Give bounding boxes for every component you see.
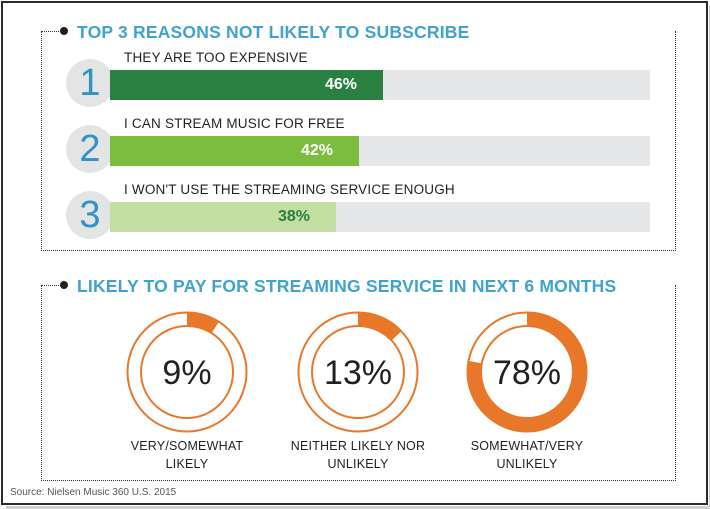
section1-box bbox=[41, 31, 676, 251]
donut-category-label-2: NEITHER LIKELY NOR UNLIKELY bbox=[263, 437, 453, 473]
section1-title: TOP 3 REASONS NOT LIKELY TO SUBSCRIBE bbox=[77, 22, 470, 42]
donut-category-label-1: VERY/SOMEWHAT LIKELY bbox=[92, 437, 282, 473]
donut-hole-3 bbox=[480, 325, 574, 419]
donut-value-label-3: 78% bbox=[493, 354, 561, 392]
section2-bullet bbox=[60, 281, 68, 289]
bar-value-label-1: 46% bbox=[325, 76, 358, 93]
donut-value-label-1: 9% bbox=[162, 354, 211, 392]
donut-category-label-line: UNLIKELY bbox=[496, 457, 558, 471]
section1-bullet bbox=[60, 27, 68, 35]
donut-category-label-3: SOMEWHAT/VERY UNLIKELY bbox=[432, 437, 622, 473]
donut-category-label-line: NEITHER LIKELY NOR bbox=[290, 439, 426, 453]
donut-hole-2 bbox=[311, 325, 405, 419]
bar-track-1: 46% bbox=[110, 70, 650, 100]
donut-category-label-line: LIKELY bbox=[165, 457, 209, 471]
donut-value-label-2: 13% bbox=[324, 354, 392, 392]
rank-number-1: 1 bbox=[66, 59, 114, 107]
bar-2 bbox=[110, 136, 359, 166]
rank-number-2: 2 bbox=[66, 125, 114, 173]
reason-label-1: THEY ARE TOO EXPENSIVE bbox=[124, 50, 308, 65]
section2-title: LIKELY TO PAY FOR STREAMING SERVICE IN N… bbox=[77, 276, 617, 296]
donut-segment-2 bbox=[358, 312, 402, 341]
bar-value-label-2: 42% bbox=[301, 142, 334, 159]
source-note: Source: Nielsen Music 360 U.S. 2015 bbox=[10, 487, 177, 498]
donut-chart-3: 78% bbox=[466, 311, 588, 433]
section1-top-rule bbox=[41, 31, 63, 32]
donut-category-label-line: VERY/SOMEWHAT bbox=[130, 439, 244, 453]
bar-1 bbox=[110, 70, 383, 100]
bar-track-3: 38% bbox=[110, 202, 650, 232]
donut-chart-1: 9% bbox=[126, 311, 248, 433]
bar-value-label-3: 38% bbox=[278, 208, 311, 225]
reason-label-3: I WON'T USE THE STREAMING SERVICE ENOUGH bbox=[124, 182, 455, 197]
section2-box bbox=[41, 285, 676, 481]
bar-3 bbox=[110, 202, 336, 232]
donut-category-label-line: UNLIKELY bbox=[327, 457, 389, 471]
donut-category-label-line: SOMEWHAT/VERY bbox=[470, 439, 584, 453]
rank-number-3: 3 bbox=[66, 191, 114, 239]
donut-chart-2: 13% bbox=[297, 311, 419, 433]
section2-top-rule bbox=[41, 285, 63, 286]
donut-segment-1 bbox=[187, 312, 220, 334]
donut-hole-1 bbox=[140, 325, 234, 419]
reason-label-2: I CAN STREAM MUSIC FOR FREE bbox=[124, 116, 345, 131]
bar-track-2: 42% bbox=[110, 136, 650, 166]
